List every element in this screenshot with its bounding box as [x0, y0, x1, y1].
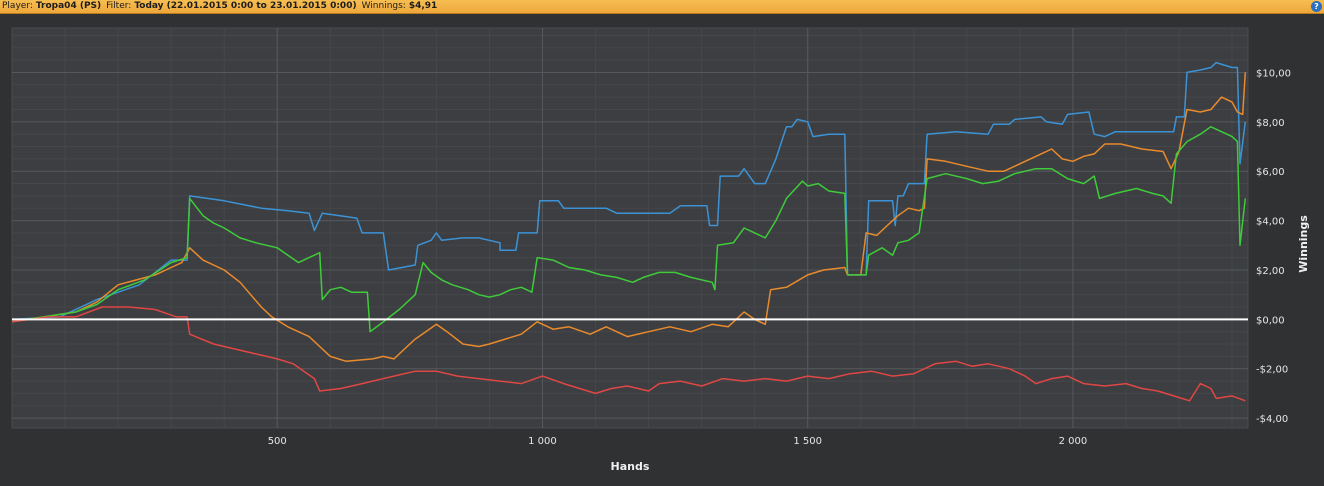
winnings-graph: 500 1 000 1 500 2 000 -$4,00 -$2,00 $0,00 $2,0… — [0, 14, 1324, 482]
filter-label: Filter: — [106, 1, 132, 11]
player-value[interactable]: Tropa04 (PS) — [35, 1, 102, 11]
filter-header-bar: Player: Tropa04 (PS) Filter: Today (22.01.2… — [0, 0, 1324, 14]
plot-area — [11, 27, 1249, 429]
filter-value[interactable]: Today (22.01.2015 0:00 to 23.01.2015 0:0… — [134, 1, 357, 11]
series-line-1 — [11, 61, 1247, 321]
winnings-chart: 500 1 000 1 500 2 000 -$4,00 -$2,00 $0,00 $2,0… — [11, 27, 1310, 473]
x-axis-label: Hands — [611, 460, 650, 473]
series-line-3 — [11, 126, 1247, 333]
y-tick-label: -$4,00 — [1256, 414, 1288, 425]
y-tick-label: $2,00 — [1256, 266, 1285, 277]
x-axis-ticks: 500 1 000 1 500 2 000 — [268, 436, 1088, 447]
player-label: Player: — [2, 1, 33, 11]
winnings-value: $4,91 — [408, 1, 438, 11]
y-tick-label: $0,00 — [1256, 315, 1285, 326]
x-tick-label: 1 500 — [793, 436, 822, 447]
y-tick-label: $8,00 — [1256, 118, 1285, 129]
grid-lines — [12, 28, 1248, 428]
y-axis-label: Winnings — [1297, 215, 1310, 273]
y-tick-label: $4,00 — [1256, 217, 1285, 228]
y-axis-ticks: -$4,00 -$2,00 $0,00 $2,00 $4,00 $6,00 $8,00 $10… — [1256, 68, 1291, 425]
help-icon[interactable]: ? — [1311, 1, 1322, 12]
series-line-4 — [11, 306, 1246, 402]
y-tick-label: $10,00 — [1256, 68, 1291, 79]
x-tick-label: 1 000 — [528, 436, 557, 447]
x-tick-label: 500 — [268, 436, 287, 447]
winnings-label: Winnings: — [361, 1, 406, 11]
x-tick-label: 2 000 — [1059, 436, 1088, 447]
y-tick-label: $6,00 — [1256, 167, 1285, 178]
y-tick-label: -$2,00 — [1256, 365, 1288, 376]
